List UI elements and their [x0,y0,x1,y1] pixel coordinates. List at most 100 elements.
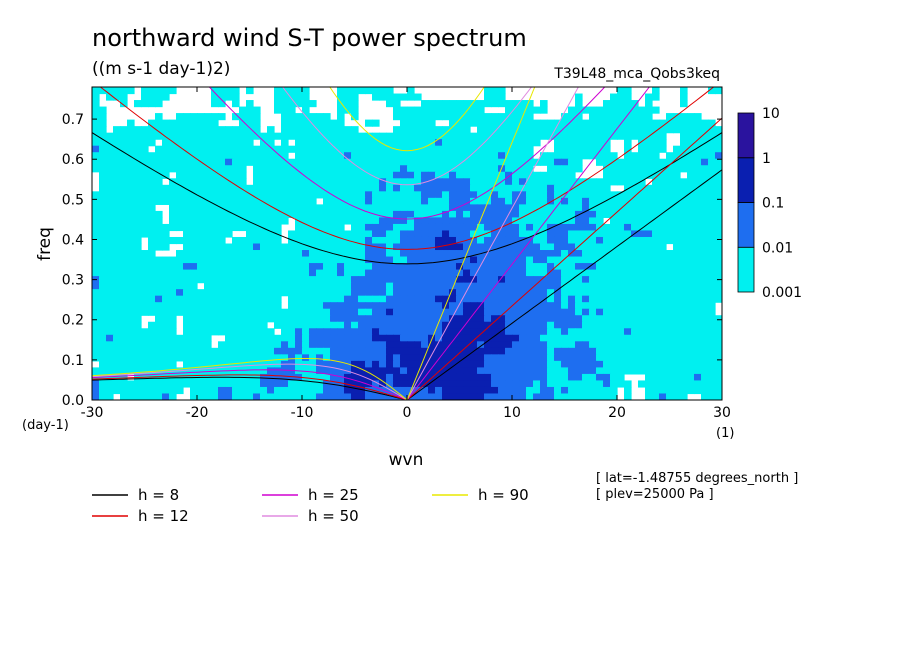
heat-cell [694,132,702,140]
heat-cell [442,171,450,179]
heat-cell [106,243,114,251]
heat-cell [169,158,177,166]
heat-cell [120,171,128,179]
heat-cell [442,354,450,362]
heat-cell [638,282,646,290]
heat-cell [596,210,604,219]
heat-cell [134,217,142,225]
heat-cell [274,367,282,375]
heat-cell [652,354,660,362]
heat-cell [400,210,408,219]
heat-cell [624,282,632,290]
heat-cell [358,236,366,245]
heat-cell [197,204,205,212]
heat-cell [540,334,548,342]
heat-cell [701,191,709,199]
heat-cell [715,289,722,297]
heat-cell [302,269,310,277]
heat-cell [603,184,611,192]
heat-cell [351,210,359,219]
heat-cell [596,158,604,166]
heat-cell [491,178,499,186]
heat-cell [379,158,387,166]
heat-cell [386,354,394,362]
heat-cell [680,289,688,297]
heat-cell [365,334,373,342]
heat-cell [99,139,107,147]
heat-cell [568,308,576,316]
heat-cell [211,347,219,355]
heat-cell [127,380,135,388]
heat-cell [274,152,282,160]
heat-cell [666,367,674,375]
heat-cell [547,373,555,382]
heat-cell [176,191,184,199]
heat-cell [687,158,695,166]
heat-cell [141,210,149,219]
heat-cell [589,145,597,153]
heat-cell [197,171,205,179]
heat-cell [148,119,156,127]
heat-cell [659,158,667,166]
heat-cell [610,373,618,382]
heat-cell [106,256,114,264]
heat-cell [463,354,471,362]
heat-cell [442,100,450,108]
heat-cell [708,282,716,290]
heat-cell [148,100,156,108]
heat-cell [400,289,408,297]
heat-cell [645,191,653,199]
heat-cell [323,171,331,179]
heat-cell [652,256,660,264]
heat-cell [330,184,338,192]
heat-cell [701,119,709,127]
heat-cell [281,113,289,121]
heat-cell [477,276,485,284]
heat-cell [638,236,646,245]
heat-cell [561,197,569,205]
heat-cell [701,295,709,303]
heat-cell [652,386,660,395]
heat-cell [169,380,177,388]
y-tick-label: 0.5 [62,192,84,208]
heat-cell [281,315,289,323]
colorbar-box [737,202,755,248]
heat-cell [106,158,114,166]
heat-cell [323,269,331,277]
heat-cell [393,132,401,140]
heat-cell [638,347,646,355]
heat-cell [155,223,163,232]
heat-cell [428,145,436,153]
heat-cell [603,373,611,382]
heat-cell [435,256,443,264]
heat-cell [484,184,492,192]
heat-cell [477,367,485,375]
heat-cell [225,354,233,362]
heat-cell [204,367,212,375]
heat-cell [127,171,135,179]
heat-cell [687,178,695,186]
heat-cell [246,295,254,303]
heat-cell [694,315,702,323]
heat-cell [470,334,478,342]
heat-cell [148,139,156,147]
heat-cell [288,113,296,121]
heat-cell [190,269,198,277]
heat-cell [596,347,604,355]
heat-cell [596,204,604,212]
heat-cell [372,334,380,342]
heat-cell [106,145,114,153]
heat-cell [120,321,128,329]
heat-cell [526,269,534,277]
heat-cell [659,256,667,264]
heat-cell [393,302,401,310]
heat-cell [512,100,520,108]
heat-cell [456,354,464,362]
heat-cell [673,315,681,323]
heat-cell [624,328,632,336]
heat-cell [666,302,674,310]
heat-cell [365,217,373,225]
heat-cell [134,328,142,336]
heat-cell [414,341,422,349]
heat-cell [645,367,653,375]
